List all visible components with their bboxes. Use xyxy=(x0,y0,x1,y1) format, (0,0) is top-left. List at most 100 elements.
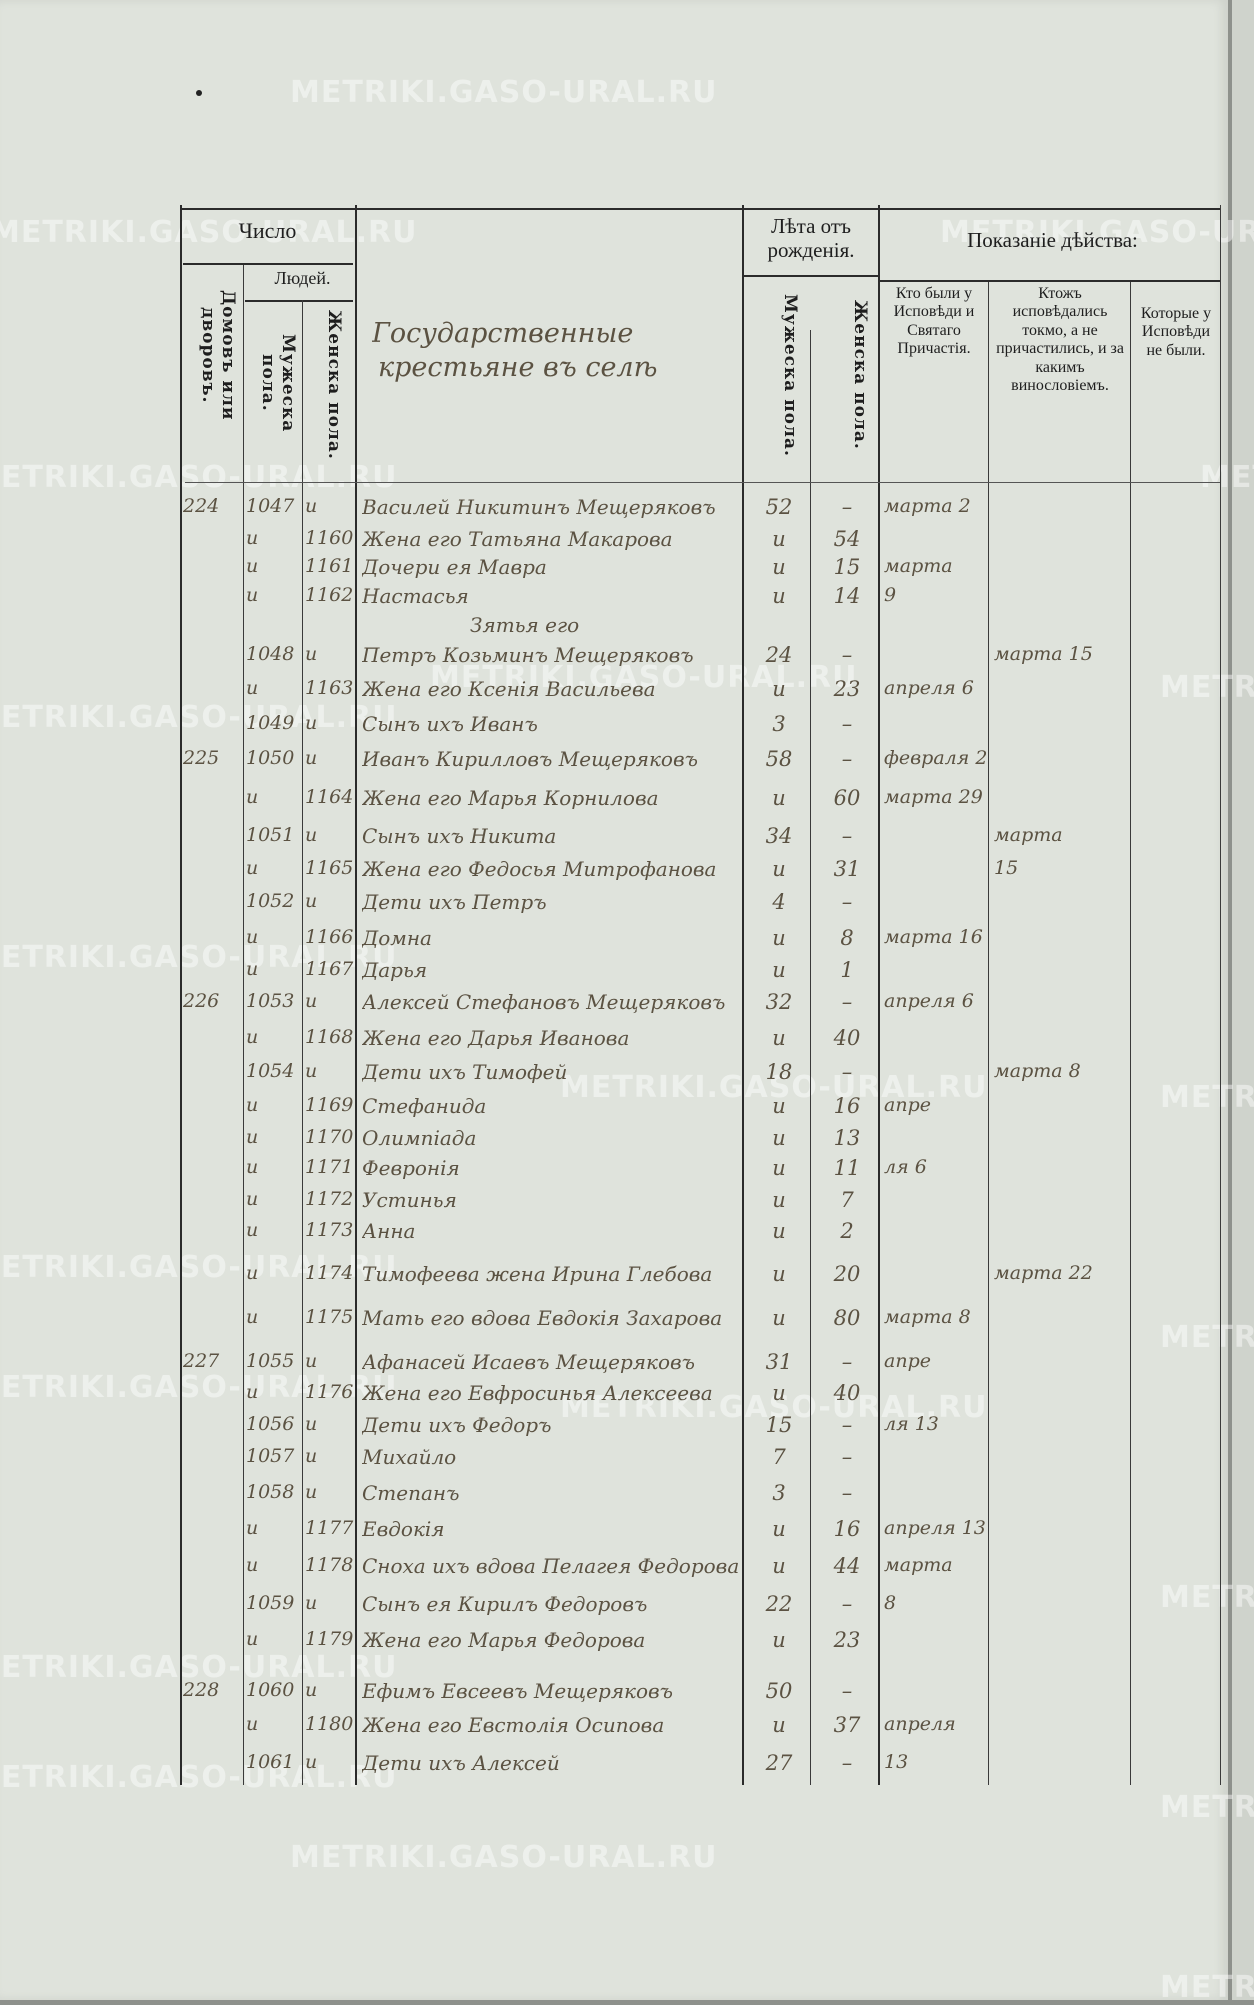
age-male: и xyxy=(772,1554,786,1578)
male-number: и xyxy=(246,1381,259,1403)
age-female: 1 xyxy=(840,958,854,982)
age-male: 3 xyxy=(772,712,786,736)
person-name: Жена его Татьяна Макарова xyxy=(362,527,673,551)
header-col-a: Кто были у Исповѣди и Святаго Причастія. xyxy=(893,285,975,358)
table-row: и 1173 Анна и 2 xyxy=(0,1219,1228,1253)
age-male: 27 xyxy=(765,1751,793,1775)
person-name: Настасья xyxy=(362,584,469,608)
person-name: Жена его Федосья Митрофанова xyxy=(362,857,717,881)
male-number: и xyxy=(246,786,259,808)
male-number: 1047 xyxy=(246,495,295,517)
header-zhen-pola: Женска пола. xyxy=(324,310,344,460)
age-female: 37 xyxy=(833,1713,861,1737)
female-number: и xyxy=(305,1481,318,1503)
person-name: Дарья xyxy=(362,958,428,982)
table-row: 1058 и Степанъ 3 – xyxy=(0,1481,1228,1515)
female-number: 1169 xyxy=(305,1094,354,1116)
male-number: и xyxy=(246,1306,259,1328)
age-male: и xyxy=(772,584,786,608)
header-col-c: Которые у Исповѣди не были. xyxy=(1140,305,1212,359)
male-number: 1059 xyxy=(246,1592,295,1614)
male-number: и xyxy=(246,1628,259,1650)
age-female: 54 xyxy=(833,527,861,551)
table-row: и 1160 Жена его Татьяна Макарова и 54 xyxy=(0,527,1228,561)
male-number: 1058 xyxy=(246,1481,295,1503)
age-female: 20 xyxy=(833,1262,861,1286)
male-number: и xyxy=(246,1517,259,1539)
male-number: 1051 xyxy=(246,824,295,846)
table-row: 1054 и Дети ихъ Тимофей 18 – марта 8 xyxy=(0,1060,1228,1094)
person-name: Жена его Евстолія Осипова xyxy=(362,1713,665,1737)
lyudei-divider xyxy=(245,300,353,302)
male-number: и xyxy=(246,677,259,699)
person-name: Сноха ихъ вдова Пелагея Федорова xyxy=(362,1554,740,1578)
female-number: 1177 xyxy=(305,1517,354,1539)
confessed-communed: марта xyxy=(884,1554,953,1576)
male-number: и xyxy=(246,1554,259,1576)
table-row: и 1163 Жена его Ксенія Васильева и 23 апреля … xyxy=(0,677,1228,711)
age-male: 32 xyxy=(765,990,793,1014)
table-row: 1049 и Сынъ ихъ Иванъ 3 – xyxy=(0,712,1228,746)
age-male: 24 xyxy=(765,643,793,667)
person-name: Жена его Марья Федорова xyxy=(362,1628,646,1652)
person-name: Олимпіада xyxy=(362,1126,477,1150)
age-female: – xyxy=(841,1481,853,1505)
male-number: 1057 xyxy=(246,1445,295,1467)
table-row: и 1179 Жена его Марья Федорова и 23 xyxy=(0,1628,1228,1662)
male-number: и xyxy=(246,1126,259,1148)
header-col-b: Ктожъ исповѣдались токмо, а не причастил… xyxy=(996,285,1124,394)
age-male: и xyxy=(772,1262,786,1286)
age-female: – xyxy=(841,990,853,1014)
table-row: и 1177 Евдокія и 16 апреля 13 xyxy=(0,1517,1228,1551)
age-male: и xyxy=(772,1156,786,1180)
female-number: и xyxy=(305,747,318,769)
male-number: 1053 xyxy=(246,990,295,1012)
header-leta-m: Мужеска пола. xyxy=(780,293,800,457)
confessed-communed: 9 xyxy=(884,584,897,606)
person-name: Анна xyxy=(362,1219,416,1243)
female-number: 1167 xyxy=(305,958,354,980)
age-female: – xyxy=(841,1751,853,1775)
age-male: и xyxy=(772,1517,786,1541)
house-number: 224 xyxy=(183,495,220,517)
table-row: 1052 и Дети ихъ Петръ 4 – xyxy=(0,890,1228,924)
male-number: 1055 xyxy=(246,1350,295,1372)
confessed-communed: марта xyxy=(884,555,953,577)
pokazanie-divider xyxy=(880,280,1220,282)
age-male: и xyxy=(772,1094,786,1118)
chislo-divider xyxy=(183,263,353,265)
age-female: 80 xyxy=(833,1306,861,1330)
age-female: 14 xyxy=(833,584,861,608)
age-male: 15 xyxy=(765,1413,793,1437)
header-chislo: Число xyxy=(238,218,297,243)
age-male: и xyxy=(772,958,786,982)
male-number: 1054 xyxy=(246,1060,295,1082)
age-male: и xyxy=(772,786,786,810)
age-male: 18 xyxy=(765,1060,793,1084)
age-male: 22 xyxy=(765,1592,793,1616)
person-name: Иванъ Кирилловъ Мещеряковъ xyxy=(362,747,698,771)
table-row: 224 1047 и Василей Никитинъ Мещеряковъ 52 – ма… xyxy=(0,495,1228,529)
female-number: 1180 xyxy=(305,1713,354,1735)
female-number: 1166 xyxy=(305,926,354,948)
confessed-communed: ля 6 xyxy=(884,1156,927,1178)
confessed-communed: марта 8 xyxy=(884,1306,971,1328)
table-row: и 1176 Жена его Евфросинья Алексеева и 40 xyxy=(0,1381,1228,1415)
person-name: Зятья его xyxy=(470,613,580,637)
female-number: и xyxy=(305,1592,318,1614)
male-number: и xyxy=(246,555,259,577)
confessed-communed: апреля 6 xyxy=(884,990,974,1012)
table-row: 226 1053 и Алексей Стефановъ Мещеряковъ 32 – а… xyxy=(0,990,1228,1024)
male-number: 1061 xyxy=(246,1751,295,1773)
male-number: и xyxy=(246,1188,259,1210)
male-number: 1052 xyxy=(246,890,295,912)
male-number: 1048 xyxy=(246,643,295,665)
house-number: 225 xyxy=(183,747,220,769)
col-line xyxy=(302,300,303,1785)
col-line xyxy=(810,330,811,1785)
age-male: 50 xyxy=(765,1679,793,1703)
confessed-communed: марта 29 xyxy=(884,786,983,808)
female-number: и xyxy=(305,1445,318,1467)
female-number: и xyxy=(305,990,318,1012)
table-row: 1056 и Дети ихъ Федоръ 15 – ля 13 xyxy=(0,1413,1228,1447)
